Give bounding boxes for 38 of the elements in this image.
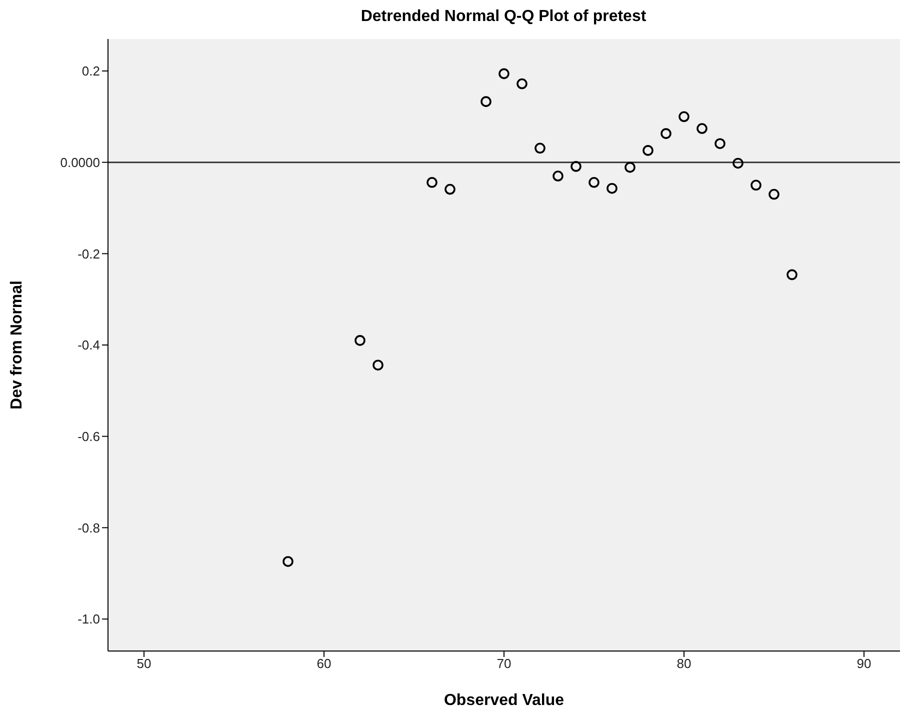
point [678,111,690,122]
point [354,335,366,346]
point [660,128,672,139]
y-tick-label: 0.2 [82,64,100,79]
x-tick-label: 80 [676,656,692,672]
x-tick-label: 60 [316,656,332,672]
point [606,182,618,194]
point [498,68,510,80]
x-tick-label: 70 [496,656,512,672]
point [426,177,438,188]
point [642,145,654,156]
y-tick-label: -0.8 [78,520,100,536]
point [480,96,492,107]
point [732,158,744,169]
point [282,556,294,567]
point [516,78,528,90]
point [372,360,384,370]
x-tick-label: 50 [136,656,152,672]
point [696,123,708,134]
point [768,188,780,200]
y-tick-label: -0.6 [78,428,100,444]
y-tick-label: -0.2 [78,246,100,262]
point [714,138,726,149]
point [588,177,600,188]
point [534,142,546,154]
y-tick-label: -1.0 [78,612,100,627]
point [750,180,762,191]
point [570,161,582,172]
y-axis-title: Dev from Normal [8,280,26,410]
chart-title: Detrended Normal Q-Q Plot of pretest [360,7,648,27]
point [786,269,798,280]
point [552,170,564,182]
point [444,184,456,195]
x-axis-title: Observed Value [444,692,564,709]
y-tick-label: 0.0000 [60,154,100,170]
point [624,162,636,173]
x-tick-label: 90 [856,656,872,672]
y-tick-label: -0.4 [78,338,100,353]
